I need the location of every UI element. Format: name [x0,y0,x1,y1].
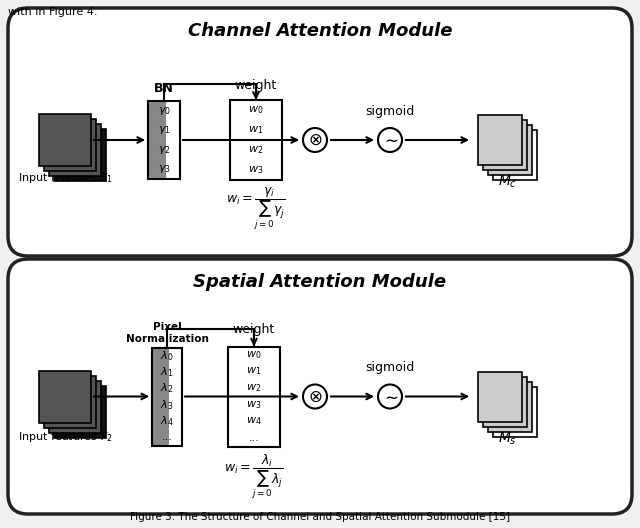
Bar [49,381,101,432]
Text: $\gamma_1$: $\gamma_1$ [157,124,170,136]
Text: $\lambda_0$: $\lambda_0$ [160,349,173,363]
Text: $\otimes$: $\otimes$ [308,388,322,406]
Text: $\lambda_2$: $\lambda_2$ [161,381,173,395]
Circle shape [303,384,327,409]
Text: sigmoid: sigmoid [365,105,415,118]
Bar [39,371,91,422]
Bar [39,114,91,166]
Bar [166,101,180,179]
Text: $w_1$: $w_1$ [246,365,262,378]
Text: $\lambda_3$: $\lambda_3$ [161,398,173,411]
Text: $w_4$: $w_4$ [246,416,262,427]
Text: $w_2$: $w_2$ [248,144,264,156]
Text: $w_i = \dfrac{\gamma_i}{\sum_{j=0}\gamma_j}$: $w_i = \dfrac{\gamma_i}{\sum_{j=0}\gamma… [227,186,285,232]
Text: $M_s$: $M_s$ [498,430,517,447]
Text: sigmoid: sigmoid [365,362,415,374]
Text: with in Figure 4.: with in Figure 4. [8,7,97,17]
Text: $\sim$: $\sim$ [381,131,399,149]
Bar [493,386,537,437]
Bar [488,125,532,175]
Text: Spatial Attention Module: Spatial Attention Module [193,273,447,291]
Text: Figure 3. The Structure of Channel and Spatial Attention Submodule [15]: Figure 3. The Structure of Channel and S… [130,512,510,522]
Text: weight: weight [233,324,275,336]
Bar [488,382,532,431]
Bar [228,346,280,447]
Text: $\sim$: $\sim$ [381,388,399,406]
Text: ...: ... [161,432,172,442]
Text: Input features $F_2$: Input features $F_2$ [18,429,112,444]
Bar [54,129,106,181]
Text: $w_3$: $w_3$ [246,399,262,411]
Bar [478,115,522,165]
Text: BN: BN [154,82,174,95]
Text: $w_0$: $w_0$ [248,104,264,116]
Text: $M_c$: $M_c$ [498,174,517,190]
Text: weight: weight [235,79,277,92]
Text: Input features $F_1$: Input features $F_1$ [18,171,113,185]
Bar [483,120,527,170]
Text: $w_1$: $w_1$ [248,124,264,136]
Text: $\gamma_2$: $\gamma_2$ [157,144,170,156]
Text: $w_i = \dfrac{\lambda_i}{\sum_{j=0}\lambda_j}$: $w_i = \dfrac{\lambda_i}{\sum_{j=0}\lamb… [225,452,284,501]
Text: Pixel
Normalization: Pixel Normalization [125,322,209,344]
Bar [44,119,96,171]
Text: $\lambda_4$: $\lambda_4$ [160,414,174,428]
Bar [54,385,106,438]
Bar [148,101,166,179]
Text: Channel Attention Module: Channel Attention Module [188,22,452,40]
Text: $w_3$: $w_3$ [248,164,264,176]
Bar [152,347,182,446]
Circle shape [303,128,327,152]
Text: $\lambda_1$: $\lambda_1$ [161,365,173,379]
FancyBboxPatch shape [8,259,632,514]
Text: $\otimes$: $\otimes$ [308,131,322,149]
Bar [493,130,537,180]
Bar [230,100,282,180]
Bar [152,347,168,446]
Text: ...: ... [248,433,259,443]
Text: $w_2$: $w_2$ [246,382,262,394]
Text: $w_0$: $w_0$ [246,349,262,361]
Bar [168,347,182,446]
Bar [44,375,96,428]
Circle shape [378,128,402,152]
FancyBboxPatch shape [8,8,632,256]
Bar [49,124,101,176]
Circle shape [378,384,402,409]
Bar [148,101,180,179]
Text: $\gamma_0$: $\gamma_0$ [157,105,170,117]
Text: $\gamma_3$: $\gamma_3$ [157,163,170,175]
Bar [483,376,527,427]
Bar [478,372,522,421]
